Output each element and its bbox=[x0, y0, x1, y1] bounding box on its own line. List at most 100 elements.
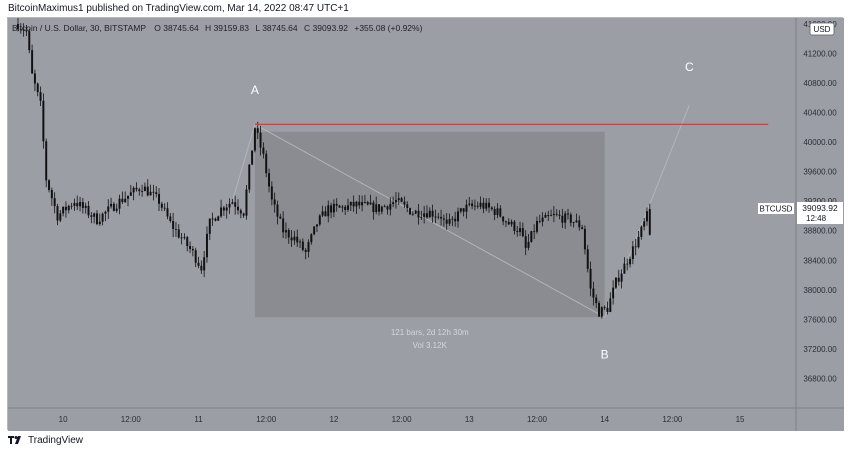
candle-body bbox=[569, 214, 572, 223]
candle-body bbox=[499, 208, 502, 217]
price-tick-label: 40000.00 bbox=[803, 138, 837, 147]
candle-body bbox=[457, 211, 459, 222]
candle-body bbox=[290, 237, 293, 241]
candle-body bbox=[535, 221, 538, 232]
time-axis[interactable]: 10 12:00 11 12:00 12 12:00 13 12:00 14 12:00 15 bbox=[59, 415, 745, 424]
time-axis-background bbox=[8, 408, 796, 431]
candle-body bbox=[177, 229, 180, 238]
candle-body bbox=[552, 213, 555, 216]
candle-body bbox=[617, 277, 620, 282]
range-box[interactable] bbox=[254, 131, 605, 318]
candle-body bbox=[124, 198, 127, 203]
candle-body bbox=[273, 199, 276, 205]
candlestick-chart[interactable]: 121 bars, 2d 12h 30m Vol 3.12K A B C Bit… bbox=[8, 18, 844, 431]
candle-body bbox=[386, 206, 389, 210]
candle-body bbox=[445, 219, 448, 224]
wave-label-c: C bbox=[685, 60, 694, 74]
candle-body bbox=[397, 198, 400, 201]
candle-body bbox=[598, 303, 601, 317]
candle-body bbox=[493, 209, 496, 215]
candle-body bbox=[389, 203, 392, 210]
candle-body bbox=[163, 207, 166, 209]
candle-body bbox=[39, 92, 42, 101]
candle-body bbox=[366, 202, 369, 205]
candle-body bbox=[476, 205, 479, 207]
date-price-range[interactable]: 121 bars, 2d 12h 30m Vol 3.12K bbox=[254, 131, 605, 350]
candle-body bbox=[304, 249, 307, 252]
price-axis[interactable]: 36800.00 37200.00 37600.00 38000.00 38400.00… bbox=[803, 20, 837, 384]
candle-body bbox=[59, 213, 62, 221]
candle-body bbox=[28, 30, 31, 51]
candle-body bbox=[217, 216, 220, 221]
candle-body bbox=[471, 203, 474, 207]
candle-body bbox=[98, 221, 101, 225]
time-tick-label: 12:00 bbox=[662, 415, 683, 424]
price-tag-value: 39093.92 bbox=[802, 203, 838, 213]
candle-body bbox=[155, 192, 158, 195]
candle-body bbox=[363, 202, 366, 203]
currency-badge[interactable]: USD bbox=[809, 22, 835, 36]
candle-body bbox=[442, 218, 445, 220]
candle-body bbox=[572, 222, 575, 223]
candle-body bbox=[420, 216, 423, 218]
candle-body bbox=[172, 221, 175, 229]
legend-h-label: H bbox=[205, 23, 211, 33]
svg-text:Bitcoin / U.S. Dollar, 30, BIT: Bitcoin / U.S. Dollar, 30, BITSTAMP O 38… bbox=[12, 23, 423, 33]
price-tick-label: 36800.00 bbox=[803, 374, 837, 383]
price-tick-label: 37600.00 bbox=[803, 315, 837, 324]
price-tick-label: 38400.00 bbox=[803, 256, 837, 265]
candle-body bbox=[524, 236, 527, 248]
candle-body bbox=[541, 217, 544, 222]
chart-frame: 121 bars, 2d 12h 30m Vol 3.12K A B C Bit… bbox=[7, 17, 844, 431]
price-tick-label: 40800.00 bbox=[803, 79, 837, 88]
candle-body bbox=[42, 100, 45, 142]
candle-body bbox=[93, 213, 96, 217]
candle-body bbox=[502, 216, 505, 222]
candle-body bbox=[434, 216, 437, 218]
candle-body bbox=[482, 202, 485, 209]
candle-body bbox=[425, 213, 428, 218]
candle-body bbox=[208, 218, 211, 234]
wave-label-a: A bbox=[251, 83, 259, 97]
candle-body bbox=[25, 30, 28, 32]
candle-body bbox=[76, 202, 79, 207]
candle-body bbox=[578, 220, 581, 228]
legend-l-label: L bbox=[255, 23, 260, 33]
candles bbox=[17, 18, 651, 319]
currency-badge-label: USD bbox=[814, 25, 831, 34]
candle-body bbox=[459, 208, 462, 212]
candle-body bbox=[90, 215, 93, 217]
candle-body bbox=[400, 198, 403, 202]
candle-body bbox=[48, 180, 51, 190]
candle-body bbox=[101, 213, 104, 222]
candle-body bbox=[245, 189, 248, 216]
candle-body bbox=[87, 205, 90, 216]
candle-body bbox=[496, 208, 499, 215]
candle-body bbox=[143, 186, 146, 192]
candle-body bbox=[174, 228, 177, 230]
last-price-tag: BTCUSD 39093.92 12:48 bbox=[758, 202, 843, 225]
candle-body bbox=[186, 237, 189, 247]
candle-body bbox=[152, 191, 155, 193]
legend-c-value: 39093.92 bbox=[313, 23, 349, 33]
candle-body bbox=[640, 226, 643, 237]
candle-body bbox=[220, 207, 223, 217]
time-tick-label: 12:00 bbox=[256, 415, 277, 424]
candle-body bbox=[135, 187, 138, 190]
candle-body bbox=[612, 287, 615, 299]
candle-body bbox=[287, 230, 290, 238]
candle-body bbox=[127, 195, 129, 199]
candle-body bbox=[166, 208, 169, 217]
candle-body bbox=[504, 221, 507, 223]
candle-body bbox=[555, 213, 558, 215]
candle-body bbox=[347, 205, 349, 210]
candle-body bbox=[629, 258, 632, 265]
candle-body bbox=[110, 203, 113, 207]
candle-body bbox=[256, 128, 259, 133]
candle-body bbox=[239, 210, 242, 214]
price-tick-label: 37200.00 bbox=[803, 345, 837, 354]
candle-body bbox=[544, 214, 547, 218]
candle-body bbox=[251, 150, 254, 165]
candle-body bbox=[276, 204, 279, 217]
time-tick-label: 11 bbox=[194, 415, 203, 424]
